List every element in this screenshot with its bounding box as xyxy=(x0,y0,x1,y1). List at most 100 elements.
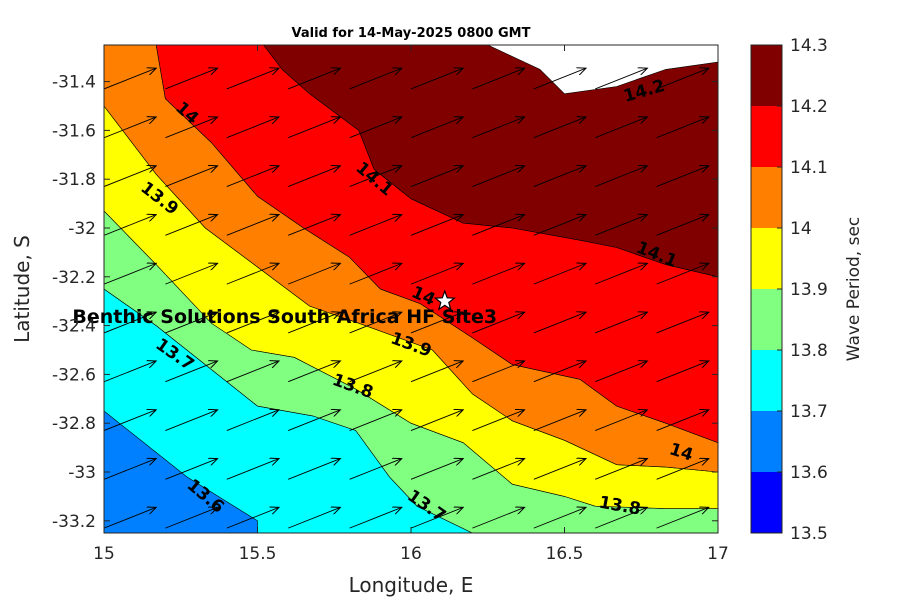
x-axis-ticks: 15 15.5 16 16.5 17 xyxy=(93,45,729,564)
wave-vector-arrow xyxy=(656,312,709,334)
site-name-label: Benthic Solutions South Africa HF Site3 xyxy=(72,306,497,328)
wave-vector-arrow xyxy=(533,361,586,383)
wave-vector-arrow xyxy=(533,166,586,187)
colorbar-tick-label: 13.9 xyxy=(790,280,828,300)
wave-vector-arrow xyxy=(410,361,463,383)
wave-vector-arrow xyxy=(533,459,586,480)
wave-vector-arrow xyxy=(533,68,586,90)
x-tick-label: 15 xyxy=(93,544,115,564)
wave-vector-arrow xyxy=(226,312,279,334)
contour-fill-14-3 xyxy=(487,45,718,95)
y-tick-label: -32.2 xyxy=(52,268,96,288)
wave-vector-arrow xyxy=(165,215,217,236)
y-tick-label: -31.4 xyxy=(52,73,96,93)
wave-vector-arrow xyxy=(410,459,463,480)
wave-vector-arrow xyxy=(165,117,217,139)
wave-vector-arrow xyxy=(533,263,586,285)
x-tick-label: 16.5 xyxy=(546,544,584,564)
wave-vector-arrow xyxy=(288,361,340,383)
wave-vector-arrow xyxy=(288,410,340,431)
wave-vector-arrow xyxy=(349,312,402,334)
wave-vector-arrow xyxy=(533,117,586,139)
wave-vector-arrow xyxy=(595,215,647,236)
wave-vector-arrow xyxy=(533,507,586,529)
colorbar-tick-label: 13.5 xyxy=(790,524,828,544)
wave-vector-arrow xyxy=(472,215,524,236)
colorbar-tick-label: 13.6 xyxy=(790,463,828,483)
y-tick-label: -31.8 xyxy=(52,170,96,190)
wave-vector-arrow xyxy=(533,410,586,431)
wave-vector-arrow xyxy=(656,361,709,383)
wave-vector-arrow xyxy=(104,312,156,334)
wave-vector-arrow xyxy=(595,263,647,285)
colorbar-swatch xyxy=(751,228,782,289)
wave-vector-arrow xyxy=(226,410,279,431)
wave-vector-arrow xyxy=(472,312,524,334)
colorbar-tick-label: 14 xyxy=(790,219,812,239)
wave-vector-arrow xyxy=(472,263,524,285)
wave-vector-arrow xyxy=(656,68,709,90)
wave-vector-arrow xyxy=(595,312,647,334)
wave-vector-arrow xyxy=(165,68,217,90)
wave-vector-arrow xyxy=(472,410,524,431)
colorbar-swatch xyxy=(751,350,782,411)
wave-vector-arrow xyxy=(533,312,586,334)
wave-vector-arrow xyxy=(288,312,340,334)
x-axis-label: Longitude, E xyxy=(349,573,474,597)
wave-vector-arrow xyxy=(472,507,524,529)
colorbar-tick-label: 13.7 xyxy=(790,402,828,422)
colorbar-swatch xyxy=(751,411,782,472)
y-tick-label: -33 xyxy=(68,463,96,483)
site-marker: Benthic Solutions South Africa HF Site3 xyxy=(72,289,497,328)
wave-vector-arrow xyxy=(104,507,156,529)
wave-vector-arrow xyxy=(104,410,156,431)
wave-vector-arrow xyxy=(595,166,647,187)
wave-vector-arrow xyxy=(472,459,524,480)
colorbar: 13.5 13.6 13.7 13.8 13.9 14 14.1 14.2 14.3 xyxy=(750,36,828,544)
wave-vector-arrow xyxy=(410,117,463,139)
wave-vector-arrow xyxy=(288,507,340,529)
wave-vector-arrow xyxy=(349,263,402,285)
wave-vector-arrow xyxy=(349,215,402,236)
wave-vector-arrow xyxy=(656,459,709,480)
wave-vector-arrow xyxy=(349,410,402,431)
y-tick-label: -31.6 xyxy=(52,121,96,141)
wave-vector-arrow xyxy=(226,215,279,236)
wave-vector-arrow xyxy=(595,68,647,90)
wave-vector-arrow xyxy=(656,117,709,139)
wave-vector-arrow xyxy=(656,507,709,529)
wave-vector-arrow xyxy=(349,507,402,529)
colorbar-tick-label: 14.2 xyxy=(790,97,828,117)
wave-vector-arrow xyxy=(288,166,340,187)
colorbar-swatch xyxy=(751,106,782,167)
wave-vector-arrow xyxy=(656,410,709,431)
wave-vector-arrow xyxy=(288,68,340,90)
wave-vector-arrow xyxy=(104,166,156,187)
y-tick-label: -32.4 xyxy=(52,317,96,337)
y-tick-label: -32 xyxy=(68,219,96,239)
y-axis-ticks: -31.4 -31.6 -31.8 -32 -32.2 -32.4 -32.6 -32.8 -3… xyxy=(52,73,718,532)
wave-vector-arrow xyxy=(349,117,402,139)
y-tick-label: -32.8 xyxy=(52,414,96,434)
wave-vector-arrow xyxy=(656,215,709,236)
x-tick-label: 15.5 xyxy=(239,544,277,564)
wave-vector-arrow xyxy=(104,459,156,480)
wave-vector-arrow xyxy=(472,361,524,383)
y-tick-label: -33.2 xyxy=(52,512,96,532)
wave-vector-arrow xyxy=(410,68,463,90)
wave-vector-arrow xyxy=(165,166,217,187)
wave-vector-arrow xyxy=(226,507,279,529)
contour-fills xyxy=(104,45,718,533)
wave-vector-arrow xyxy=(226,117,279,139)
wave-vector-arrow xyxy=(165,312,217,334)
wave-vector-arrow xyxy=(533,215,586,236)
wave-vector-arrow xyxy=(165,459,217,480)
wave-vector-arrow xyxy=(410,410,463,431)
wave-vector-arrow xyxy=(165,410,217,431)
wave-direction-vectors xyxy=(104,68,709,529)
site-star-icon xyxy=(433,289,456,311)
wave-vector-arrow xyxy=(226,361,279,383)
y-axis-label: Latitude, S xyxy=(10,235,34,343)
y-tick-label: -32.6 xyxy=(52,365,96,385)
